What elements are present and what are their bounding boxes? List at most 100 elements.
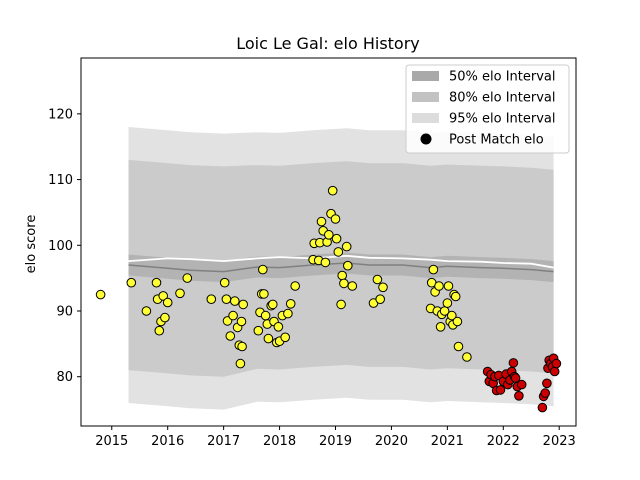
y-tick-label-100: 100 (48, 239, 73, 254)
data-point-s0-85 (453, 341, 464, 352)
x-axis-ticks: 2015 2016 2017 2018 2019 2020 2021 2022 2023 (95, 426, 576, 449)
data-point-s0-57 (333, 247, 344, 257)
data-point-s0-66 (375, 294, 386, 305)
data-point-s1-17 (514, 391, 524, 401)
data-point-s0-65 (372, 274, 383, 285)
y-tick-label-80: 80 (56, 370, 73, 385)
data-point-s0-48 (316, 216, 327, 227)
legend-label-0: 50% elo Interval (449, 70, 556, 85)
data-point-s0-7 (158, 291, 168, 301)
data-point-s0-73 (434, 281, 444, 291)
data-point-s0-10 (175, 288, 185, 299)
x-tick-label-2022: 2022 (487, 434, 520, 449)
data-point-s0-13 (219, 277, 230, 288)
data-point-s0-32 (263, 333, 274, 344)
plot-area (95, 127, 562, 413)
band-center-line (128, 262, 554, 273)
data-point-s0-17 (228, 310, 238, 321)
x-tick-label-2019: 2019 (319, 434, 352, 449)
data-point-s0-22 (236, 316, 247, 327)
legend-swatch-0 (412, 71, 439, 81)
data-point-s0-84 (452, 316, 463, 327)
data-point-s0-80 (447, 310, 457, 321)
data-point-s0-34 (268, 299, 278, 310)
legend: 50% elo Interval 80% elo Interval 95% elo … (405, 64, 570, 154)
data-point-s0-37 (273, 322, 284, 332)
data-point-s1-18 (516, 379, 527, 390)
data-point-s0-12 (206, 294, 217, 305)
data-point-s0-67 (378, 282, 388, 293)
legend-box (405, 64, 570, 154)
x-tick-label-2018: 2018 (263, 434, 296, 449)
post-match-points (95, 185, 562, 413)
data-point-s0-29 (259, 289, 269, 299)
data-point-s0-86 (462, 352, 472, 362)
data-point-s0-2 (141, 306, 152, 316)
legend-marker-3 (420, 133, 432, 145)
data-point-s0-70 (428, 264, 439, 275)
data-point-s0-9 (162, 297, 173, 308)
legend-label-3: Post Match elo (449, 133, 544, 148)
data-point-s0-50 (320, 257, 331, 268)
data-point-s0-56 (331, 233, 342, 244)
axes-frame (80, 57, 577, 427)
data-point-s0-62 (343, 260, 353, 271)
data-point-s1-22 (542, 378, 552, 389)
data-point-s0-63 (347, 281, 358, 291)
legend-label-1: 80% elo Interval (449, 91, 556, 106)
data-point-s0-78 (443, 281, 454, 291)
data-point-s1-21 (540, 388, 551, 398)
x-tick-label-2017: 2017 (207, 434, 240, 449)
data-point-s1-29 (551, 358, 562, 369)
legend-label-2: 95% elo Interval (449, 112, 556, 127)
data-point-s0-8 (160, 312, 170, 323)
data-point-s0-43 (290, 281, 301, 291)
data-point-s0-0 (95, 289, 106, 300)
x-tick-label-2023: 2023 (543, 434, 576, 449)
data-point-s1-19 (537, 402, 548, 413)
data-point-s1-13 (508, 358, 519, 368)
data-point-s0-3 (151, 277, 162, 288)
legend-swatch-2 (412, 113, 439, 123)
data-point-s1-28 (549, 366, 560, 377)
data-point-s0-77 (442, 298, 453, 308)
data-point-s0-24 (238, 299, 248, 310)
legend-swatch-1 (412, 92, 439, 102)
data-point-s0-5 (154, 325, 165, 336)
y-tick-label-110: 110 (48, 173, 73, 188)
data-point-s0-14 (221, 294, 232, 305)
data-point-s1-7 (495, 385, 506, 395)
x-tick-label-2016: 2016 (151, 434, 184, 449)
data-point-s0-40 (280, 332, 291, 343)
data-point-s0-58 (336, 299, 346, 310)
y-axis-label: elo score (24, 215, 39, 274)
data-point-s0-28 (258, 264, 268, 275)
data-point-s0-18 (230, 296, 240, 306)
chart-title: Loic Le Gal: elo History (236, 34, 420, 53)
x-tick-label-2021: 2021 (431, 434, 464, 449)
data-point-s0-55 (330, 214, 341, 224)
x-tick-label-2020: 2020 (375, 434, 408, 449)
data-point-s0-59 (337, 270, 348, 281)
data-point-s0-52 (324, 230, 334, 240)
data-point-s0-30 (260, 310, 271, 321)
interval-bands (128, 127, 554, 410)
data-point-s0-1 (126, 277, 137, 288)
y-tick-label-90: 90 (56, 305, 73, 320)
data-point-s0-16 (225, 331, 236, 341)
data-point-s0-23 (237, 341, 247, 352)
data-point-s0-60 (339, 278, 349, 289)
data-point-s0-41 (283, 308, 293, 319)
elo-mean-line (128, 254, 554, 269)
data-point-s0-61 (341, 241, 352, 252)
data-point-s0-42 (285, 299, 296, 309)
data-point-s0-74 (435, 322, 446, 332)
data-point-s0-21 (235, 358, 246, 369)
y-axis-ticks: 80 90 100 110 120 (48, 107, 81, 385)
x-tick-label-2015: 2015 (95, 434, 128, 449)
y-tick-label-120: 120 (48, 107, 73, 122)
data-point-s0-25 (253, 325, 264, 336)
data-point-s0-83 (450, 291, 461, 302)
data-point-s0-11 (182, 273, 193, 283)
